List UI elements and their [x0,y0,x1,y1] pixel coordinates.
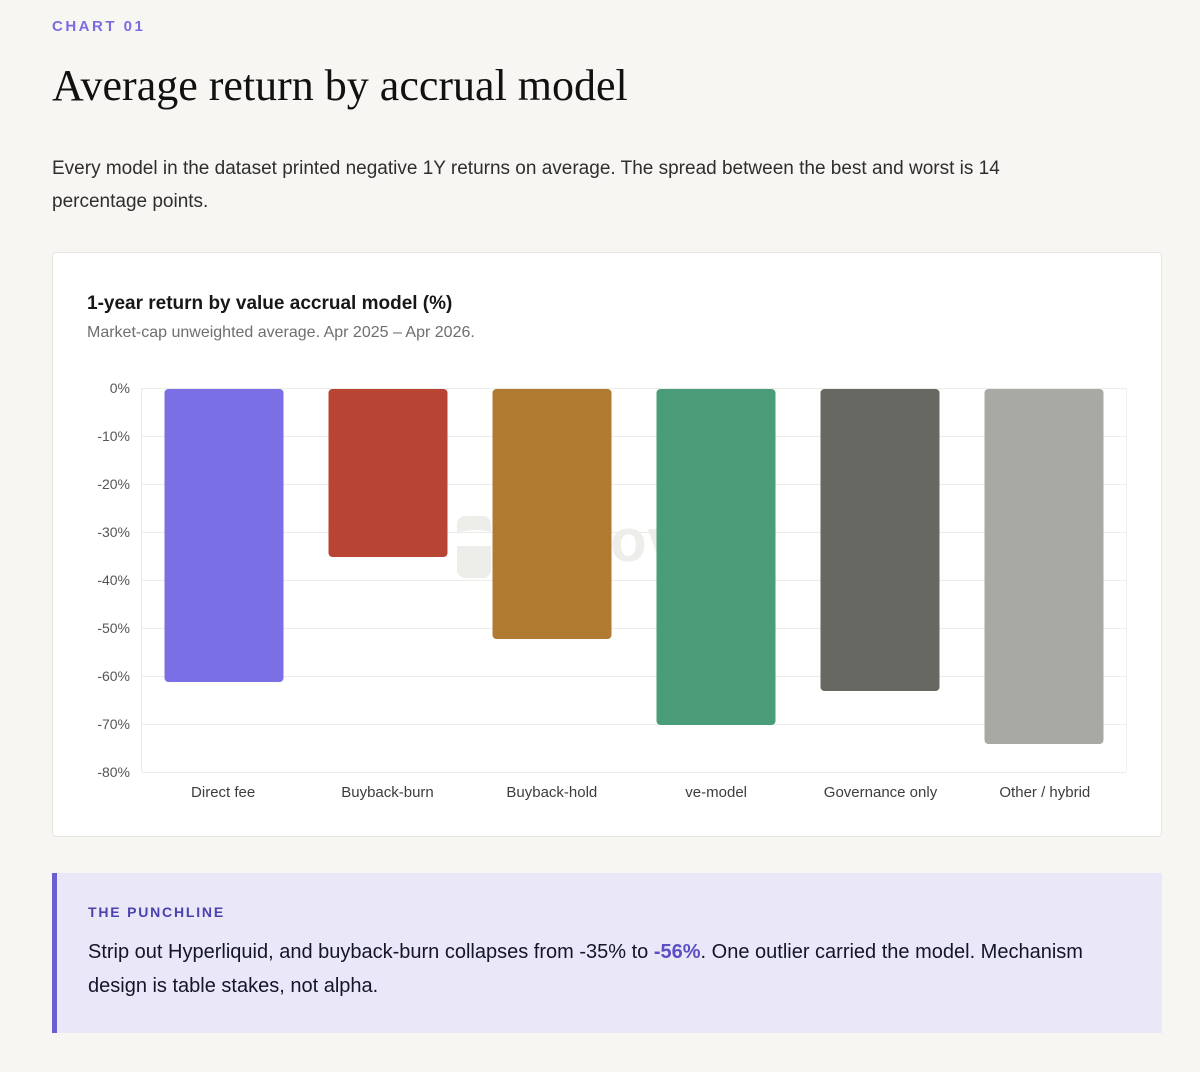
gridline [142,580,1126,582]
y-tick-label: -80% [97,764,130,781]
chart-card: 1-year return by value accrual model (%)… [52,252,1162,838]
y-tick-label: 0% [109,380,130,397]
gridline [142,484,1126,486]
y-tick-label: -10% [97,428,130,445]
x-category-label: Direct fee [191,784,256,802]
gridline [142,772,1126,774]
gridline [142,676,1126,678]
punchline-highlight-value: -56% [653,941,701,964]
punchline-label: THE PUNCHLINE [88,904,225,921]
chart-bar-buyback-burn [328,389,448,558]
gridline [142,436,1126,438]
y-tick-label: -60% [97,668,130,685]
y-tick-label: -40% [97,572,130,589]
chart-bar-buyback-hold [492,389,612,639]
chart-bar-ve-model [656,389,776,726]
y-tick-label: -50% [97,620,130,637]
gridline [142,628,1126,630]
x-category-label: Other / hybrid [999,784,1091,802]
punchline-text: Strip out Hyperliquid, and buyback-burn … [88,936,1098,1003]
page-content: CHART 01 Average return by accrual model… [52,18,1162,1034]
chart-eyebrow-label: CHART 01 [52,18,146,35]
watermark-logo-icon [453,516,499,579]
chart-bar-direct-fee [164,389,284,682]
punchline-text-after: . One outlier carried the model. Mechani… [88,941,1083,997]
x-category-label: Buyback-burn [341,784,434,802]
page-description: Every model in the dataset printed negat… [52,157,1000,212]
chart-bar-governance-only [820,389,940,692]
y-tick-label: -70% [97,716,130,733]
x-category-label: Governance only [823,784,938,802]
gridline [142,388,1126,390]
x-category-label: ve-model [685,784,748,802]
chart-subtitle: Market-cap unweighted average. Apr 2025 … [87,324,475,342]
chart-plot: ovw 0%-10%-20%-30%-40%-50%-60%-70%-80% [97,380,1127,780]
chart-x-axis: Direct fee Buyback-burn Buyback-hold ve-mod… [141,772,1127,806]
y-tick-label: -20% [97,476,130,493]
punchline-text-before: Strip out Hyperliquid, and buyback-burn … [88,941,654,964]
gridline [142,532,1126,534]
gridline [142,724,1126,726]
y-tick-label: -30% [97,524,130,541]
punchline-callout: THE PUNCHLINE Strip out Hyperliquid, and… [52,873,1162,1034]
chart-title: 1-year return by value accrual model (%) [87,293,453,315]
x-category-label: Buyback-hold [506,784,598,802]
page-title: Average return by accrual model [52,61,628,110]
chart-bar-other-hybrid [984,389,1104,745]
